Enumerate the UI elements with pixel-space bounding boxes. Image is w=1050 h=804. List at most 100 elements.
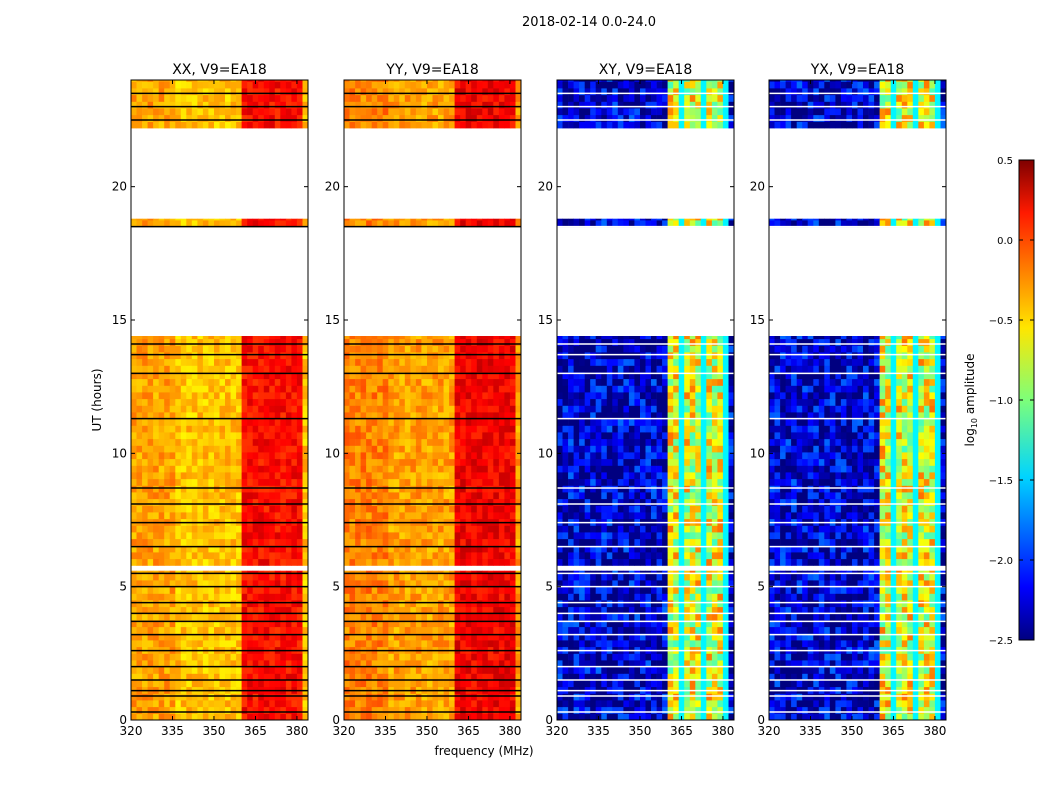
heatmap-cell bbox=[421, 121, 427, 128]
heatmap-cell bbox=[504, 352, 510, 359]
heatmap-cell bbox=[366, 432, 372, 439]
heatmap-cell bbox=[291, 425, 297, 432]
heatmap-cell bbox=[355, 472, 361, 479]
heatmap-cell bbox=[499, 559, 505, 566]
heatmap-cell bbox=[449, 219, 455, 221]
heatmap-cell bbox=[394, 693, 400, 700]
heatmap-cell bbox=[421, 352, 427, 359]
heatmap-cell bbox=[499, 219, 505, 221]
heatmap-cell bbox=[405, 419, 411, 426]
heatmap-cell bbox=[563, 627, 569, 634]
heatmap-cell bbox=[377, 492, 383, 499]
heatmap-cell bbox=[433, 552, 439, 559]
heatmap-cell bbox=[164, 680, 170, 687]
heatmap-cell bbox=[242, 425, 248, 432]
heatmap-cell bbox=[275, 379, 281, 386]
heatmap-cell bbox=[372, 700, 378, 707]
heatmap-cell bbox=[159, 439, 165, 446]
heatmap-cell bbox=[181, 439, 187, 446]
heatmap-cell bbox=[355, 419, 361, 426]
heatmap-cell bbox=[269, 552, 275, 559]
heatmap-cell bbox=[510, 399, 516, 406]
heatmap-cell bbox=[449, 492, 455, 499]
heatmap-cell bbox=[208, 539, 214, 546]
heatmap-cell bbox=[405, 459, 411, 466]
heatmap-cell bbox=[504, 345, 510, 352]
heatmap-cell bbox=[601, 693, 607, 700]
heatmap-cell bbox=[460, 472, 466, 479]
heatmap-cell bbox=[618, 700, 624, 707]
heatmap-cell bbox=[236, 379, 242, 386]
heatmap-cell bbox=[258, 439, 264, 446]
heatmap-cell bbox=[186, 573, 192, 580]
heatmap-cell bbox=[399, 365, 405, 372]
heatmap-cell bbox=[253, 600, 259, 607]
heatmap-cell bbox=[433, 472, 439, 479]
heatmap-cell bbox=[695, 700, 701, 707]
heatmap-cell bbox=[444, 525, 450, 532]
heatmap-cell bbox=[383, 445, 389, 452]
heatmap-cell bbox=[355, 613, 361, 620]
heatmap-cell bbox=[416, 452, 422, 459]
heatmap-cell bbox=[291, 525, 297, 532]
heatmap-cell bbox=[372, 345, 378, 352]
heatmap-cell bbox=[355, 385, 361, 392]
heatmap-cell bbox=[460, 713, 466, 720]
heatmap-cell bbox=[438, 121, 444, 128]
heatmap-cell bbox=[477, 419, 483, 426]
heatmap-cell bbox=[460, 667, 466, 674]
heatmap-cell bbox=[258, 587, 264, 594]
heatmap-cell bbox=[344, 485, 350, 492]
heatmap-cell bbox=[482, 700, 488, 707]
heatmap-cell bbox=[203, 445, 209, 452]
heatmap-cell bbox=[291, 439, 297, 446]
heatmap-cell bbox=[433, 219, 439, 221]
heatmap-cell bbox=[258, 600, 264, 607]
heatmap-cell bbox=[186, 352, 192, 359]
heatmap-cell bbox=[225, 81, 231, 88]
heatmap-cell bbox=[640, 693, 646, 700]
heatmap-cell bbox=[651, 653, 657, 660]
heatmap-cell bbox=[499, 680, 505, 687]
heatmap-cell bbox=[372, 365, 378, 372]
heatmap-cell bbox=[361, 653, 367, 660]
heatmap-cell bbox=[148, 419, 154, 426]
heatmap-cell bbox=[372, 472, 378, 479]
heatmap-cell bbox=[449, 452, 455, 459]
heatmap-cell bbox=[477, 359, 483, 366]
heatmap-cell bbox=[214, 587, 220, 594]
heatmap-cell bbox=[153, 392, 159, 399]
heatmap-cell bbox=[355, 95, 361, 102]
heatmap-cell bbox=[383, 653, 389, 660]
heatmap-cell bbox=[410, 512, 416, 519]
heatmap-cell bbox=[164, 713, 170, 720]
heatmap-cell bbox=[247, 465, 253, 472]
heatmap-cell bbox=[148, 459, 154, 466]
heatmap-cell bbox=[557, 693, 563, 700]
heatmap-cell bbox=[493, 525, 499, 532]
heatmap-cell bbox=[269, 505, 275, 512]
heatmap-cell bbox=[493, 472, 499, 479]
heatmap-cell bbox=[142, 95, 148, 102]
heatmap-cell bbox=[350, 600, 356, 607]
heatmap-cell bbox=[170, 452, 176, 459]
heatmap-cell bbox=[482, 365, 488, 372]
heatmap-cell bbox=[203, 452, 209, 459]
heatmap-cell bbox=[208, 405, 214, 412]
heatmap-cell bbox=[280, 479, 286, 486]
heatmap-cell bbox=[394, 587, 400, 594]
heatmap-cell bbox=[499, 425, 505, 432]
heatmap-cell bbox=[231, 336, 237, 339]
heatmap-cell bbox=[717, 700, 723, 707]
heatmap-cell bbox=[148, 587, 154, 594]
heatmap-cell bbox=[280, 425, 286, 432]
heatmap-cell bbox=[399, 627, 405, 634]
heatmap-cell bbox=[612, 627, 618, 634]
heatmap-cell bbox=[433, 492, 439, 499]
heatmap-cell bbox=[181, 627, 187, 634]
heatmap-cell bbox=[662, 667, 668, 674]
heatmap-cell bbox=[247, 399, 253, 406]
heatmap-cell bbox=[192, 492, 198, 499]
heatmap-cell bbox=[181, 680, 187, 687]
heatmap-cell bbox=[247, 459, 253, 466]
